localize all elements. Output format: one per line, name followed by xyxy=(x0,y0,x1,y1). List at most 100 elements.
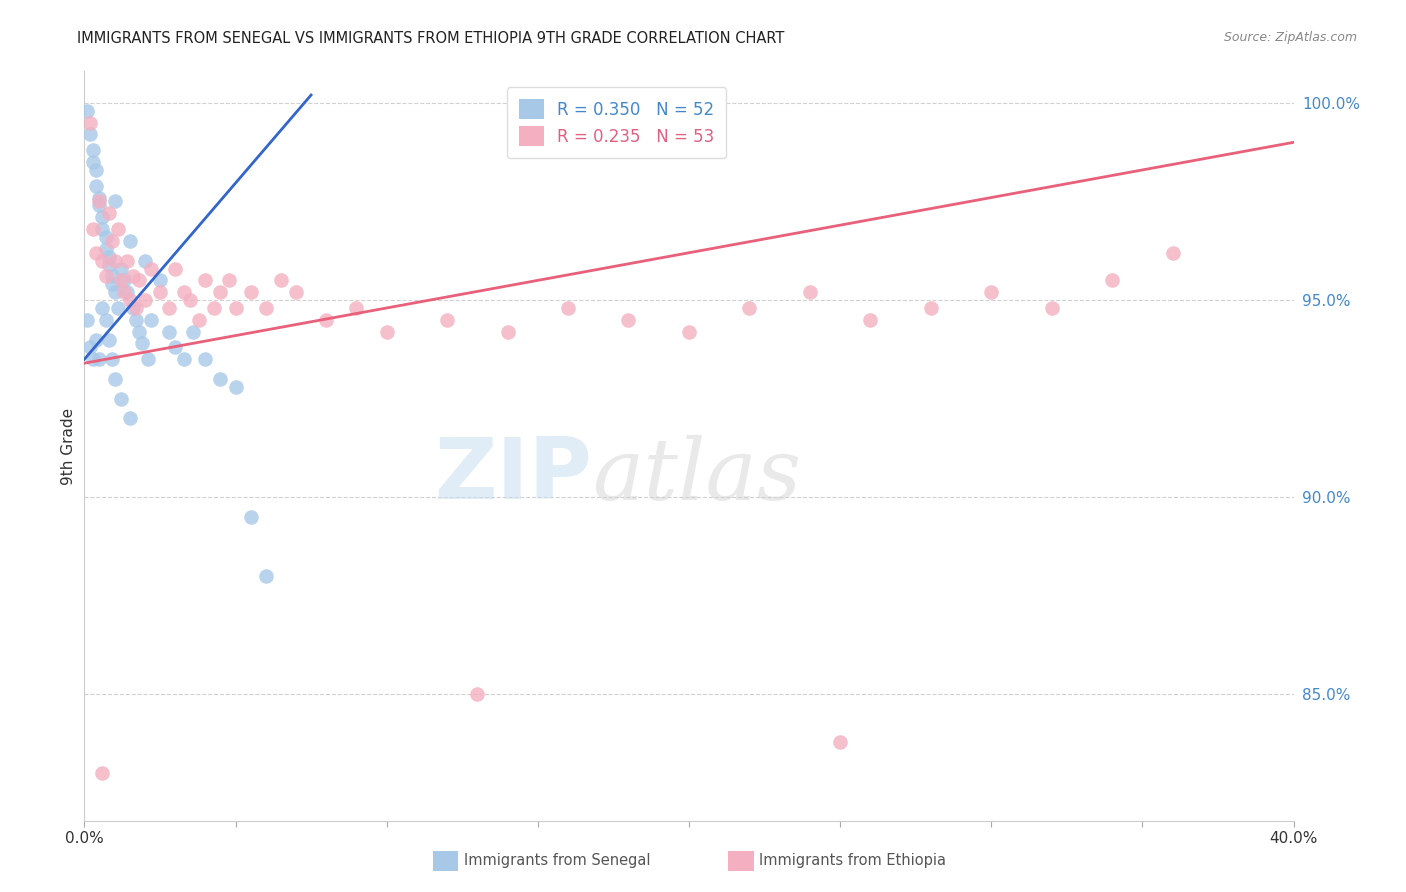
Immigrants from Senegal xyxy=(157,325,180,339)
Immigrants from Senegal xyxy=(112,273,135,287)
Immigrants from Senegal xyxy=(131,336,153,351)
Text: IMMIGRANTS FROM SENEGAL VS IMMIGRANTS FROM ETHIOPIA 9TH GRADE CORRELATION CHART: IMMIGRANTS FROM SENEGAL VS IMMIGRANTS FR… xyxy=(77,31,785,46)
Text: Immigrants from Senegal: Immigrants from Senegal xyxy=(464,854,651,868)
Text: atlas: atlas xyxy=(592,434,801,517)
Immigrants from Ethiopia xyxy=(112,285,135,300)
Immigrants from Ethiopia xyxy=(194,273,217,287)
Bar xyxy=(728,851,754,871)
Immigrants from Senegal xyxy=(97,250,120,264)
Immigrants from Ethiopia xyxy=(100,234,122,248)
Legend: R = 0.350   N = 52, R = 0.235   N = 53: R = 0.350 N = 52, R = 0.235 N = 53 xyxy=(508,87,725,158)
Immigrants from Senegal xyxy=(107,301,129,315)
Immigrants from Ethiopia xyxy=(799,285,821,300)
Text: Immigrants from Ethiopia: Immigrants from Ethiopia xyxy=(759,854,946,868)
Immigrants from Senegal xyxy=(209,372,232,386)
Immigrants from Senegal xyxy=(121,301,143,315)
Immigrants from Senegal xyxy=(139,313,162,327)
Immigrants from Senegal xyxy=(110,392,132,406)
Immigrants from Senegal xyxy=(89,190,111,204)
Immigrants from Ethiopia xyxy=(738,301,761,315)
Immigrants from Ethiopia xyxy=(121,269,143,284)
Immigrants from Senegal xyxy=(97,333,120,347)
Bar xyxy=(433,851,458,871)
Immigrants from Ethiopia xyxy=(157,301,180,315)
Immigrants from Senegal xyxy=(89,352,111,367)
Immigrants from Ethiopia xyxy=(1101,273,1123,287)
Immigrants from Ethiopia xyxy=(139,261,162,276)
Immigrants from Ethiopia xyxy=(920,301,942,315)
Immigrants from Senegal xyxy=(134,253,156,268)
Immigrants from Senegal xyxy=(181,325,204,339)
Immigrants from Senegal xyxy=(100,352,122,367)
Immigrants from Senegal xyxy=(91,222,114,236)
Immigrants from Ethiopia xyxy=(110,273,132,287)
Immigrants from Ethiopia xyxy=(375,325,398,339)
Immigrants from Ethiopia xyxy=(179,293,201,307)
Immigrants from Ethiopia xyxy=(115,253,138,268)
Immigrants from Ethiopia xyxy=(830,735,852,749)
Immigrants from Senegal xyxy=(94,313,117,327)
Immigrants from Ethiopia xyxy=(346,301,368,315)
Immigrants from Senegal xyxy=(118,234,141,248)
Immigrants from Ethiopia xyxy=(79,115,101,129)
Immigrants from Ethiopia xyxy=(82,222,104,236)
Immigrants from Senegal xyxy=(94,230,117,244)
Immigrants from Ethiopia xyxy=(94,269,117,284)
Immigrants from Ethiopia xyxy=(859,313,882,327)
Immigrants from Senegal xyxy=(136,352,159,367)
Immigrants from Senegal xyxy=(100,277,122,292)
Immigrants from Senegal xyxy=(173,352,195,367)
Immigrants from Senegal xyxy=(79,340,101,354)
Immigrants from Ethiopia xyxy=(165,261,187,276)
Immigrants from Senegal xyxy=(86,163,108,178)
Immigrants from Ethiopia xyxy=(202,301,225,315)
Immigrants from Ethiopia xyxy=(107,222,129,236)
Immigrants from Senegal xyxy=(239,510,262,524)
Immigrants from Ethiopia xyxy=(1161,245,1184,260)
Immigrants from Senegal xyxy=(100,269,122,284)
Immigrants from Ethiopia xyxy=(125,301,148,315)
Immigrants from Senegal xyxy=(115,285,138,300)
Immigrants from Senegal xyxy=(82,143,104,157)
Immigrants from Senegal xyxy=(128,325,150,339)
Immigrants from Ethiopia xyxy=(315,313,337,327)
Immigrants from Senegal xyxy=(118,411,141,425)
Immigrants from Ethiopia xyxy=(239,285,262,300)
Immigrants from Senegal xyxy=(194,352,217,367)
Immigrants from Senegal xyxy=(110,261,132,276)
Immigrants from Ethiopia xyxy=(173,285,195,300)
Y-axis label: 9th Grade: 9th Grade xyxy=(60,408,76,484)
Immigrants from Senegal xyxy=(86,333,108,347)
Immigrants from Ethiopia xyxy=(128,273,150,287)
Immigrants from Senegal xyxy=(97,258,120,272)
Immigrants from Senegal xyxy=(254,569,277,583)
Immigrants from Ethiopia xyxy=(1040,301,1063,315)
Immigrants from Senegal xyxy=(125,313,148,327)
Immigrants from Ethiopia xyxy=(91,253,114,268)
Text: ZIP: ZIP xyxy=(434,434,592,517)
Immigrants from Senegal xyxy=(94,242,117,256)
Immigrants from Senegal xyxy=(76,313,98,327)
Immigrants from Ethiopia xyxy=(149,285,172,300)
Immigrants from Senegal xyxy=(225,380,247,394)
Immigrants from Senegal xyxy=(104,372,127,386)
Immigrants from Ethiopia xyxy=(86,245,108,260)
Immigrants from Ethiopia xyxy=(254,301,277,315)
Immigrants from Senegal xyxy=(82,352,104,367)
Immigrants from Ethiopia xyxy=(89,194,111,209)
Text: Source: ZipAtlas.com: Source: ZipAtlas.com xyxy=(1223,31,1357,45)
Immigrants from Ethiopia xyxy=(218,273,240,287)
Immigrants from Ethiopia xyxy=(617,313,640,327)
Immigrants from Senegal xyxy=(91,301,114,315)
Immigrants from Senegal xyxy=(165,340,187,354)
Immigrants from Ethiopia xyxy=(91,766,114,780)
Immigrants from Ethiopia xyxy=(980,285,1002,300)
Immigrants from Ethiopia xyxy=(557,301,579,315)
Immigrants from Ethiopia xyxy=(436,313,458,327)
Immigrants from Ethiopia xyxy=(270,273,292,287)
Immigrants from Senegal xyxy=(149,273,172,287)
Immigrants from Senegal xyxy=(104,194,127,209)
Immigrants from Ethiopia xyxy=(118,293,141,307)
Immigrants from Ethiopia xyxy=(467,688,489,702)
Immigrants from Ethiopia xyxy=(134,293,156,307)
